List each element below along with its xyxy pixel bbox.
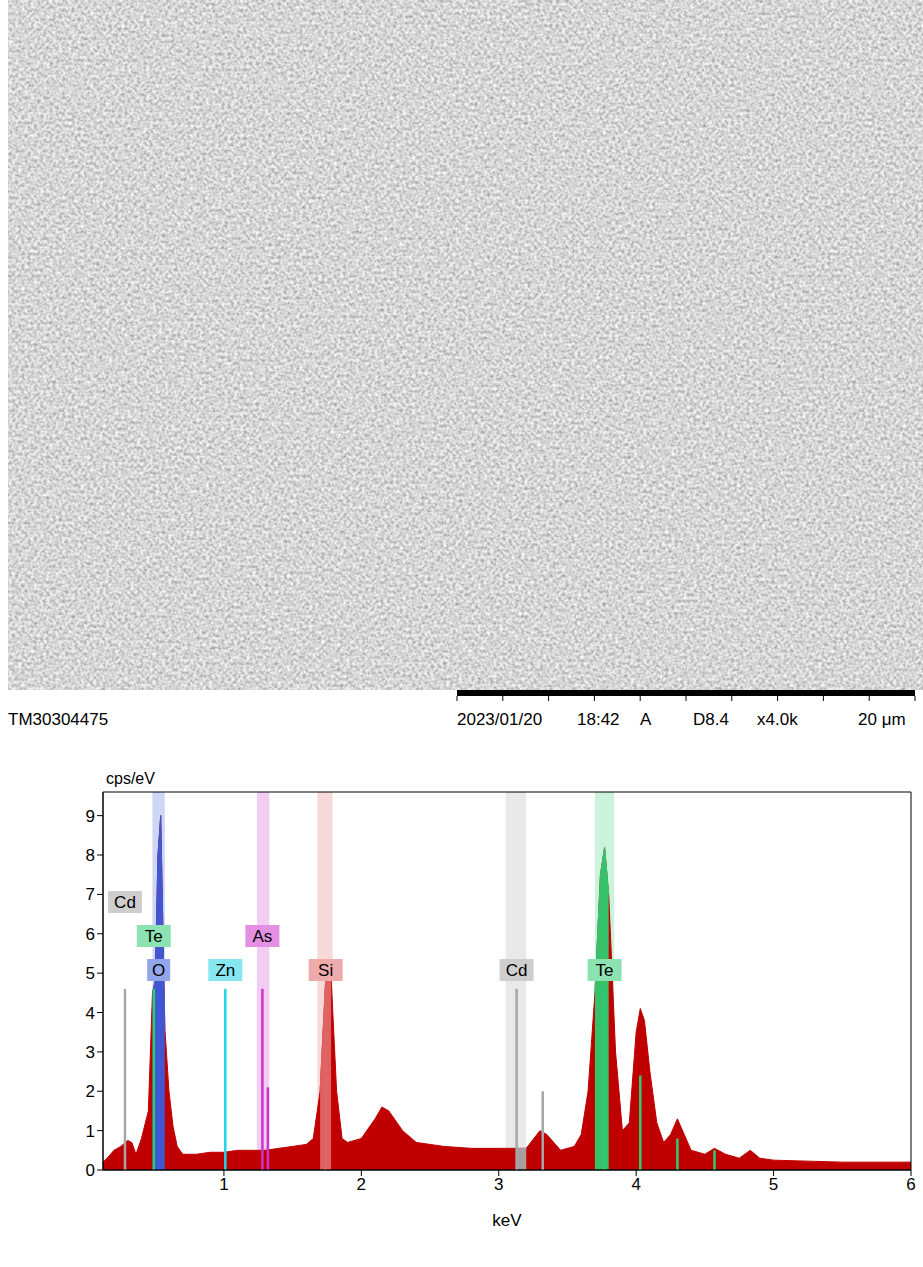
svg-text:5: 5 (86, 964, 95, 983)
svg-text:2: 2 (86, 1082, 95, 1101)
html-text:20 μm: 20 μm (858, 710, 906, 729)
svg-text:6: 6 (86, 925, 95, 944)
html-text:x4.0k: x4.0k (757, 710, 798, 729)
html-text:cps/eV: cps/eV (106, 770, 155, 787)
svg-text:5: 5 (769, 1175, 778, 1194)
svg-text:Te: Te (596, 961, 614, 980)
svg-text:6: 6 (906, 1175, 915, 1194)
svg-text:O: O (152, 961, 165, 980)
svg-text:keV: keV (492, 1211, 522, 1230)
html-text:D8.4: D8.4 (693, 710, 729, 729)
html-text:TM30304475: TM30304475 (8, 710, 109, 729)
svg-text:As: As (252, 927, 272, 946)
svg-text:3: 3 (494, 1175, 503, 1194)
svg-text:3: 3 (86, 1043, 95, 1062)
svg-text:1: 1 (219, 1175, 228, 1194)
svg-text:1: 1 (86, 1122, 95, 1141)
svg-text:Zn: Zn (215, 961, 235, 980)
svg-text:Si: Si (318, 961, 333, 980)
svg-text:Cd: Cd (114, 893, 136, 912)
svg-text:4: 4 (86, 1004, 95, 1023)
svg-text:0: 0 (86, 1161, 95, 1180)
svg-text:4: 4 (631, 1175, 640, 1194)
svg-text:8: 8 (86, 846, 95, 865)
svg-text:9: 9 (86, 807, 95, 826)
svg-text:7: 7 (86, 885, 95, 904)
svg-text:Te: Te (145, 927, 163, 946)
svg-text:2: 2 (357, 1175, 366, 1194)
html-text:2023/01/20: 2023/01/20 (457, 710, 543, 729)
svg-text:Cd: Cd (506, 961, 528, 980)
html-text:A: A (640, 710, 652, 729)
html-text:18:42: 18:42 (577, 710, 620, 729)
